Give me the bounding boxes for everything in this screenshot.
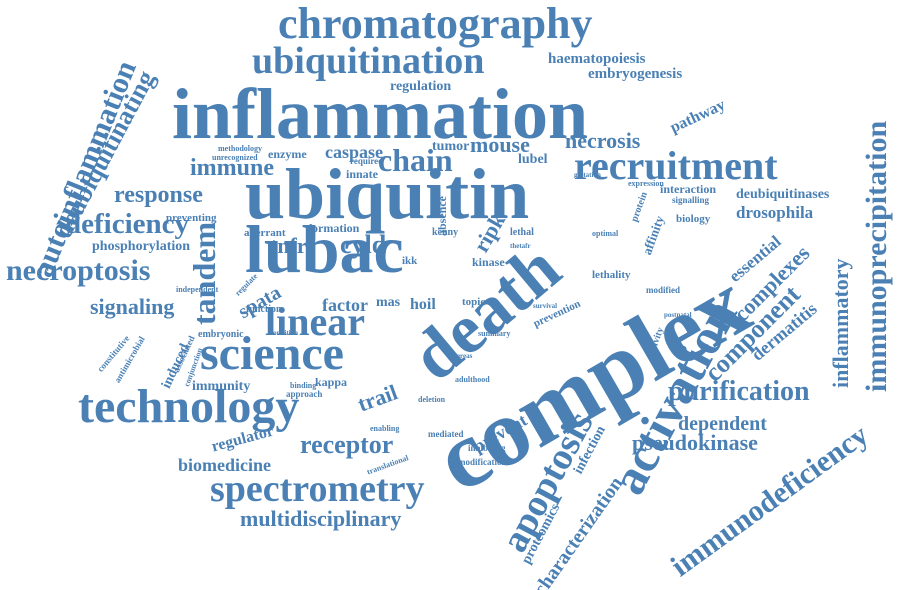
word: kappa (315, 375, 348, 389)
word: optimal (592, 229, 619, 238)
word: biomedicine (178, 455, 271, 475)
word: lubel (518, 152, 548, 167)
word: linear (265, 299, 365, 344)
word: modification (458, 457, 507, 467)
word: preventing (166, 212, 217, 224)
word: tnfr (270, 233, 307, 258)
word: postnatal (664, 311, 692, 319)
word: inhibiting (468, 443, 506, 453)
word: deubiquitinases (736, 187, 830, 202)
word: phosphorylation (92, 239, 191, 254)
word: formation (308, 221, 360, 235)
word: caspase (325, 142, 383, 162)
word: kinase (472, 255, 505, 269)
word: embryogenesis (588, 66, 683, 82)
word: immune (190, 155, 274, 181)
word: purification (668, 376, 810, 407)
word: inflammation (172, 74, 589, 154)
word: adulthood (455, 375, 490, 384)
word: regulation (390, 79, 452, 94)
word: expression (628, 179, 664, 188)
word: chromatography (278, 0, 593, 48)
word: signaling (90, 294, 175, 319)
word: affinity (639, 213, 667, 257)
word: factor (322, 295, 368, 315)
word: recruitment (574, 143, 778, 188)
word: lethal (510, 227, 534, 238)
word: science (200, 327, 344, 380)
word: response (114, 182, 203, 208)
word: enabling (370, 424, 400, 433)
word: unrecognized (212, 153, 258, 162)
word: embryonic (198, 329, 244, 340)
word: ubiquitination (252, 40, 485, 82)
word: multidisciplinary (240, 506, 402, 531)
word: enzyme (268, 147, 307, 161)
word: tumor (432, 139, 470, 154)
word: signalling (672, 195, 710, 205)
word: summary (478, 329, 511, 338)
word: innate (346, 167, 379, 181)
word: pseudokinase (632, 430, 758, 455)
word: protein (629, 190, 650, 224)
word: chain (378, 142, 453, 178)
word: receptor (300, 430, 394, 459)
word: function (246, 304, 282, 315)
word: gestation (574, 171, 601, 179)
word: necrosis (565, 128, 641, 153)
word: deletion (418, 395, 446, 404)
word: approach (286, 389, 323, 399)
word: tandem (186, 221, 222, 325)
word: immunoprecipitation (860, 120, 893, 392)
word: kenny (432, 227, 459, 238)
word: mas (376, 295, 401, 310)
word: whereas (448, 352, 473, 360)
word: biology (676, 213, 711, 225)
word: pathway (667, 96, 728, 137)
word: spectrometry (210, 468, 425, 510)
word: mouse (470, 132, 530, 157)
word: cyld (340, 230, 387, 259)
word: haematopoiesis (548, 51, 646, 67)
word: lubac (245, 211, 404, 287)
word: drosophila (736, 203, 814, 222)
word: survival (533, 302, 558, 310)
word: lethality (592, 269, 631, 281)
word: ubiquitin (245, 154, 530, 234)
word: ikk (402, 255, 418, 267)
word: interaction (660, 182, 716, 196)
word: inflammatory (828, 258, 853, 388)
word: trail (354, 379, 401, 417)
word: condition (270, 329, 299, 337)
word: methodology (218, 144, 262, 153)
word: binding (290, 381, 317, 390)
word: dependent (678, 413, 767, 435)
word: independent (176, 285, 219, 294)
word: hoil (410, 296, 436, 313)
word: modified (646, 285, 681, 295)
word: thetafr (510, 242, 531, 250)
word: deficiency (65, 208, 190, 240)
word: necroptosis (6, 254, 151, 287)
word: immunity (192, 379, 251, 394)
word: topic (462, 296, 486, 308)
word: aberrant (244, 227, 286, 239)
word: technology (78, 380, 300, 433)
word: mediated (428, 429, 464, 439)
word: required (350, 156, 384, 166)
